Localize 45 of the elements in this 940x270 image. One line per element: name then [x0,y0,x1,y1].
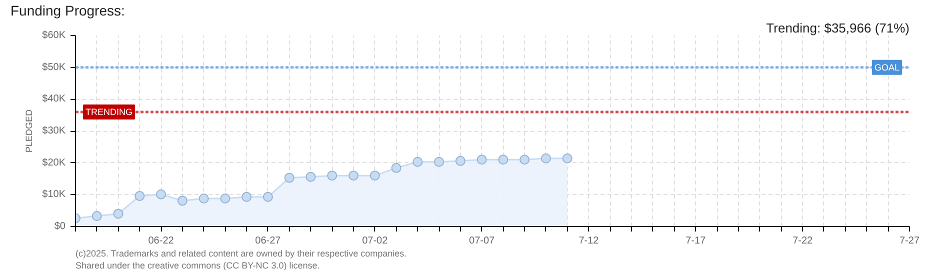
point [540,153,551,164]
y-tick-label: $50K [42,62,66,73]
point [327,170,338,181]
point [562,153,572,164]
y-tick-label: $40K [42,94,66,105]
point [198,193,209,204]
point [434,156,444,167]
point [156,189,166,200]
point [348,170,358,181]
y-tick-label: $30K [42,126,66,136]
x-tick-label: 07-02 [362,236,388,246]
point [242,192,252,202]
x-tick-label: 06-27 [255,236,282,246]
x-tick-label: 7-17 [686,236,706,246]
point [134,190,145,201]
y-tick-label: $20K [42,157,66,168]
point [306,172,316,182]
text: (c)2025. Trademarks and related content are owned by their respective companies. [76,248,407,258]
chart-title: Funding Progress: [10,2,125,18]
point [498,154,508,165]
y-tick-label: $10K [42,189,66,200]
point [455,156,466,166]
x-tick-label: 7-12 [578,236,600,246]
point [520,154,530,165]
y-tick-label: $0 [54,221,66,232]
ref-line-label: TRENDING [86,107,132,118]
x-tick-label: 06-22 [148,236,174,246]
point [92,211,102,221]
y-tick-label: $60K [42,30,66,41]
point [391,162,402,173]
point [177,196,188,206]
x-tick-label: 7-27 [899,236,920,246]
point [262,192,273,202]
chart-subtitle: Trending: $35,966 (71%) [766,20,910,36]
x-tick-label: 07-07 [469,236,496,246]
point [220,193,230,204]
point [284,172,294,183]
y-axis-title: PLEDGED [24,108,34,153]
point [476,154,487,165]
ref-line-label: GOAL [874,62,900,72]
point [412,156,423,167]
point [113,208,124,219]
x-tick-label: 7-22 [792,236,814,246]
text: Shared under the creative commons (CC BY-NC 3.0) license. [76,260,320,270]
point [370,170,380,181]
